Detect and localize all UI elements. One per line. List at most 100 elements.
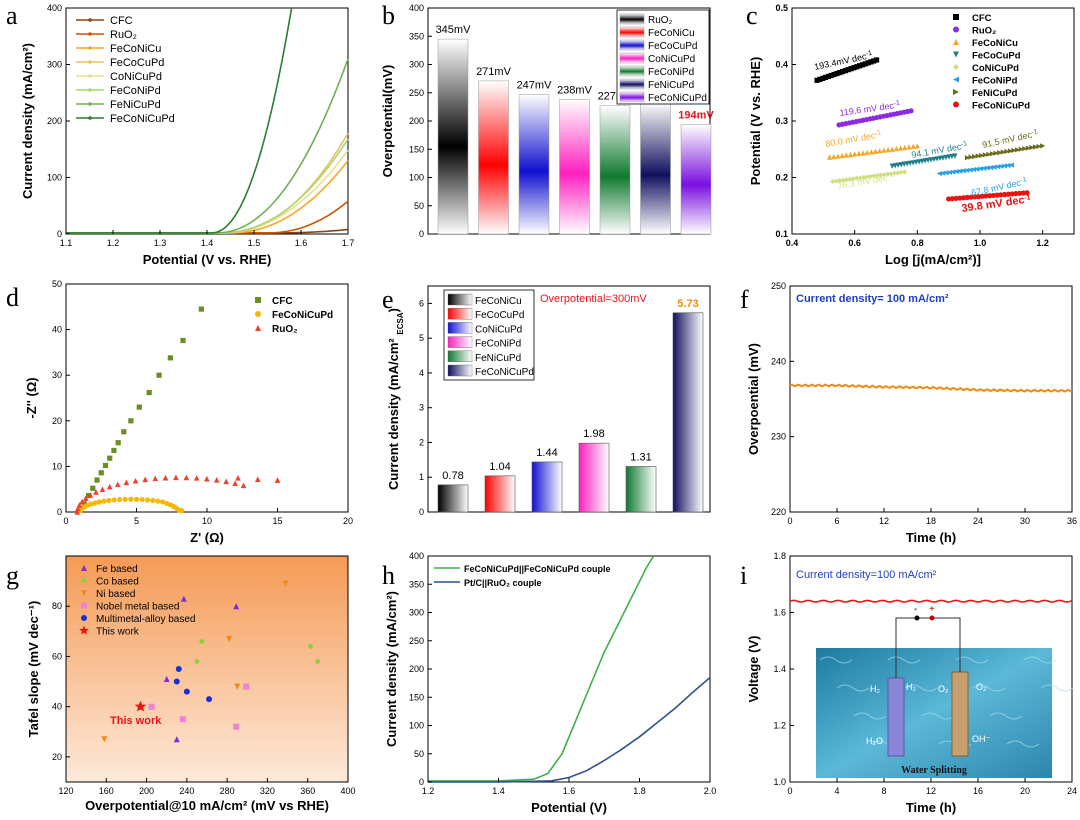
data-point-RuO2: [79, 498, 85, 505]
data-point-CFC: [94, 477, 100, 483]
data-point-FeCoNiCuPd: [101, 498, 107, 504]
data-point-CFC: [85, 492, 92, 499]
data-point-FeCoNiCu: [906, 144, 912, 150]
x-tick-label: 20: [343, 516, 353, 526]
data-point-RuO2: [193, 475, 200, 481]
y-tick-label: 150: [409, 692, 424, 702]
data-point-FeCoNiCu: [877, 148, 883, 154]
inset-label: OH⁻: [972, 734, 991, 744]
data-point-FeNiCuPd: [979, 152, 985, 159]
bar-value-label: 1.04: [489, 461, 510, 473]
data-point-CoNiCuPd: [891, 170, 898, 176]
x-axis-label: Potential (V vs. RHE): [143, 252, 272, 267]
legend-label: Co based: [96, 577, 139, 588]
data-point-FeCoNiCuPd: [975, 194, 982, 200]
x-tick-label: 12: [879, 516, 889, 526]
data-point-FeCoNiCu: [827, 154, 833, 160]
data-point-FeNiCuPd: [982, 152, 988, 158]
data-point-CoNiCuPd: [885, 171, 891, 177]
water-ripple: [819, 656, 853, 664]
legend-label: RuO₂: [972, 26, 996, 37]
legend-label: Ni based: [96, 589, 135, 600]
x-tick-label: 10: [202, 516, 212, 526]
legend-marker: [81, 565, 87, 571]
data-point-CFC: [874, 57, 880, 63]
data-point-CoNiCuPd: [850, 176, 856, 182]
x-tick-label: 1.7: [342, 238, 355, 248]
cathode-electrode: [887, 677, 905, 757]
legend-label: FeCoNiCuPd: [110, 113, 175, 125]
x-tick-label: 160: [99, 786, 114, 796]
data-point-FeCoNiCuPd: [128, 496, 134, 502]
bar-value-label: 247mV: [517, 79, 553, 91]
data-point-RuO2: [162, 474, 169, 481]
data-point-FeCoNiCu: [889, 146, 895, 152]
data-point-CFC: [854, 64, 860, 70]
bar-CoNiCuPd: [559, 99, 590, 235]
bar-FeNiCuPd: [625, 466, 657, 513]
tafel-slope-label: 76.3 mV dec-1: [837, 171, 895, 191]
legend-swatch: [619, 65, 645, 77]
legend-marker: [953, 51, 959, 58]
legend-label: RuO₂: [648, 15, 673, 26]
water-ripple: [989, 712, 1023, 720]
legend-marker: [88, 32, 92, 36]
data-point-CoNiCuPd: [830, 178, 836, 185]
panel-b: 345mV271mV247mV238mV227mV233mV194mVRuO₂F…: [380, 3, 714, 239]
y-tick-label: 1.2: [773, 721, 786, 731]
panel-h: FeCoNiCuPd||FeCoNiCuPd couple Pt/C||RuO₂ …: [384, 551, 716, 815]
data-point-FeCoNiCuPd: [968, 194, 974, 200]
legend-label: FeNiCuPd: [972, 88, 1018, 99]
water-ripple: [904, 684, 938, 692]
y-axis-label: Tafel slope (mV dec⁻¹): [26, 601, 41, 738]
data-point-CFC: [90, 485, 96, 491]
data-point-FeCoNiCuPd: [994, 192, 1000, 198]
data-point-Ni-based: [282, 580, 289, 587]
data-point-FeCoNiPd: [936, 170, 942, 177]
panel-label: b: [382, 1, 395, 30]
data-point-FeNiCuPd: [1004, 148, 1010, 155]
bar-FeCoCuPd: [518, 94, 550, 235]
legend-label: CoNiCuPd: [972, 63, 1019, 74]
data-point-CFC: [180, 337, 186, 344]
positive-terminal: [929, 615, 935, 621]
y-tick-label: 0: [57, 229, 62, 239]
data-point-FeNiCuPd: [975, 153, 981, 159]
data-point-RuO2: [99, 486, 106, 492]
data-point-CoNiCuPd: [854, 175, 860, 181]
data-point-FeCoNiCuPd: [145, 497, 151, 503]
y-tick-label: 400: [47, 3, 62, 13]
panel-a: CFC RuO₂ FeCoNiCu FeCoCuPd CoNiCuPd FeCoNiPd F…: [20, 3, 354, 267]
data-point-Nobel-metal-based: [179, 716, 186, 723]
legend-marker: [79, 625, 89, 635]
legend-swatch: [619, 13, 645, 25]
panel-d: CFC FeCoNiCuPd RuO₂ 0 5 10 15 20 0 10 20 30 40 50 Z' (…: [24, 279, 353, 545]
data-point-FeCoNiCu: [839, 152, 845, 159]
x-tick-label: 1.6: [563, 786, 576, 796]
data-point-FeCoNiCu: [856, 150, 862, 156]
legend-label: FeNiCuPd: [475, 353, 521, 364]
data-point-FeCoNiPd: [998, 163, 1004, 169]
data-point-RuO2: [74, 509, 81, 515]
plot-frame: [65, 7, 349, 235]
y-axis-label: Overpoential (mV): [746, 343, 761, 455]
data-point-FeCoNiCu: [893, 145, 900, 152]
data-point-FeCoNiCuPd: [1020, 190, 1026, 196]
legend-label: FeCoNiCu: [972, 38, 1018, 49]
plot-frame: [427, 285, 711, 513]
data-point-FeCoNiCuPd: [1013, 191, 1019, 197]
data-point-RuO2: [240, 482, 247, 489]
water-ripple: [921, 712, 955, 720]
data-point-FeCoNiCuPd: [92, 500, 98, 506]
data-point-Co-based: [193, 658, 200, 665]
data-point-FeCoNiCuPd: [960, 195, 967, 201]
data-point-Fe-based: [163, 676, 170, 683]
annotation: Current density= 100 mA/cm²: [796, 293, 949, 305]
bar-value-label: 0.78: [442, 470, 463, 482]
y-tick-label: 40: [52, 325, 62, 335]
y-tick-label: 0: [419, 507, 424, 517]
y-tick-label: 0.3: [775, 116, 788, 126]
legend-label: CFC: [972, 13, 992, 24]
y-tick-label: 0.2: [775, 173, 788, 183]
